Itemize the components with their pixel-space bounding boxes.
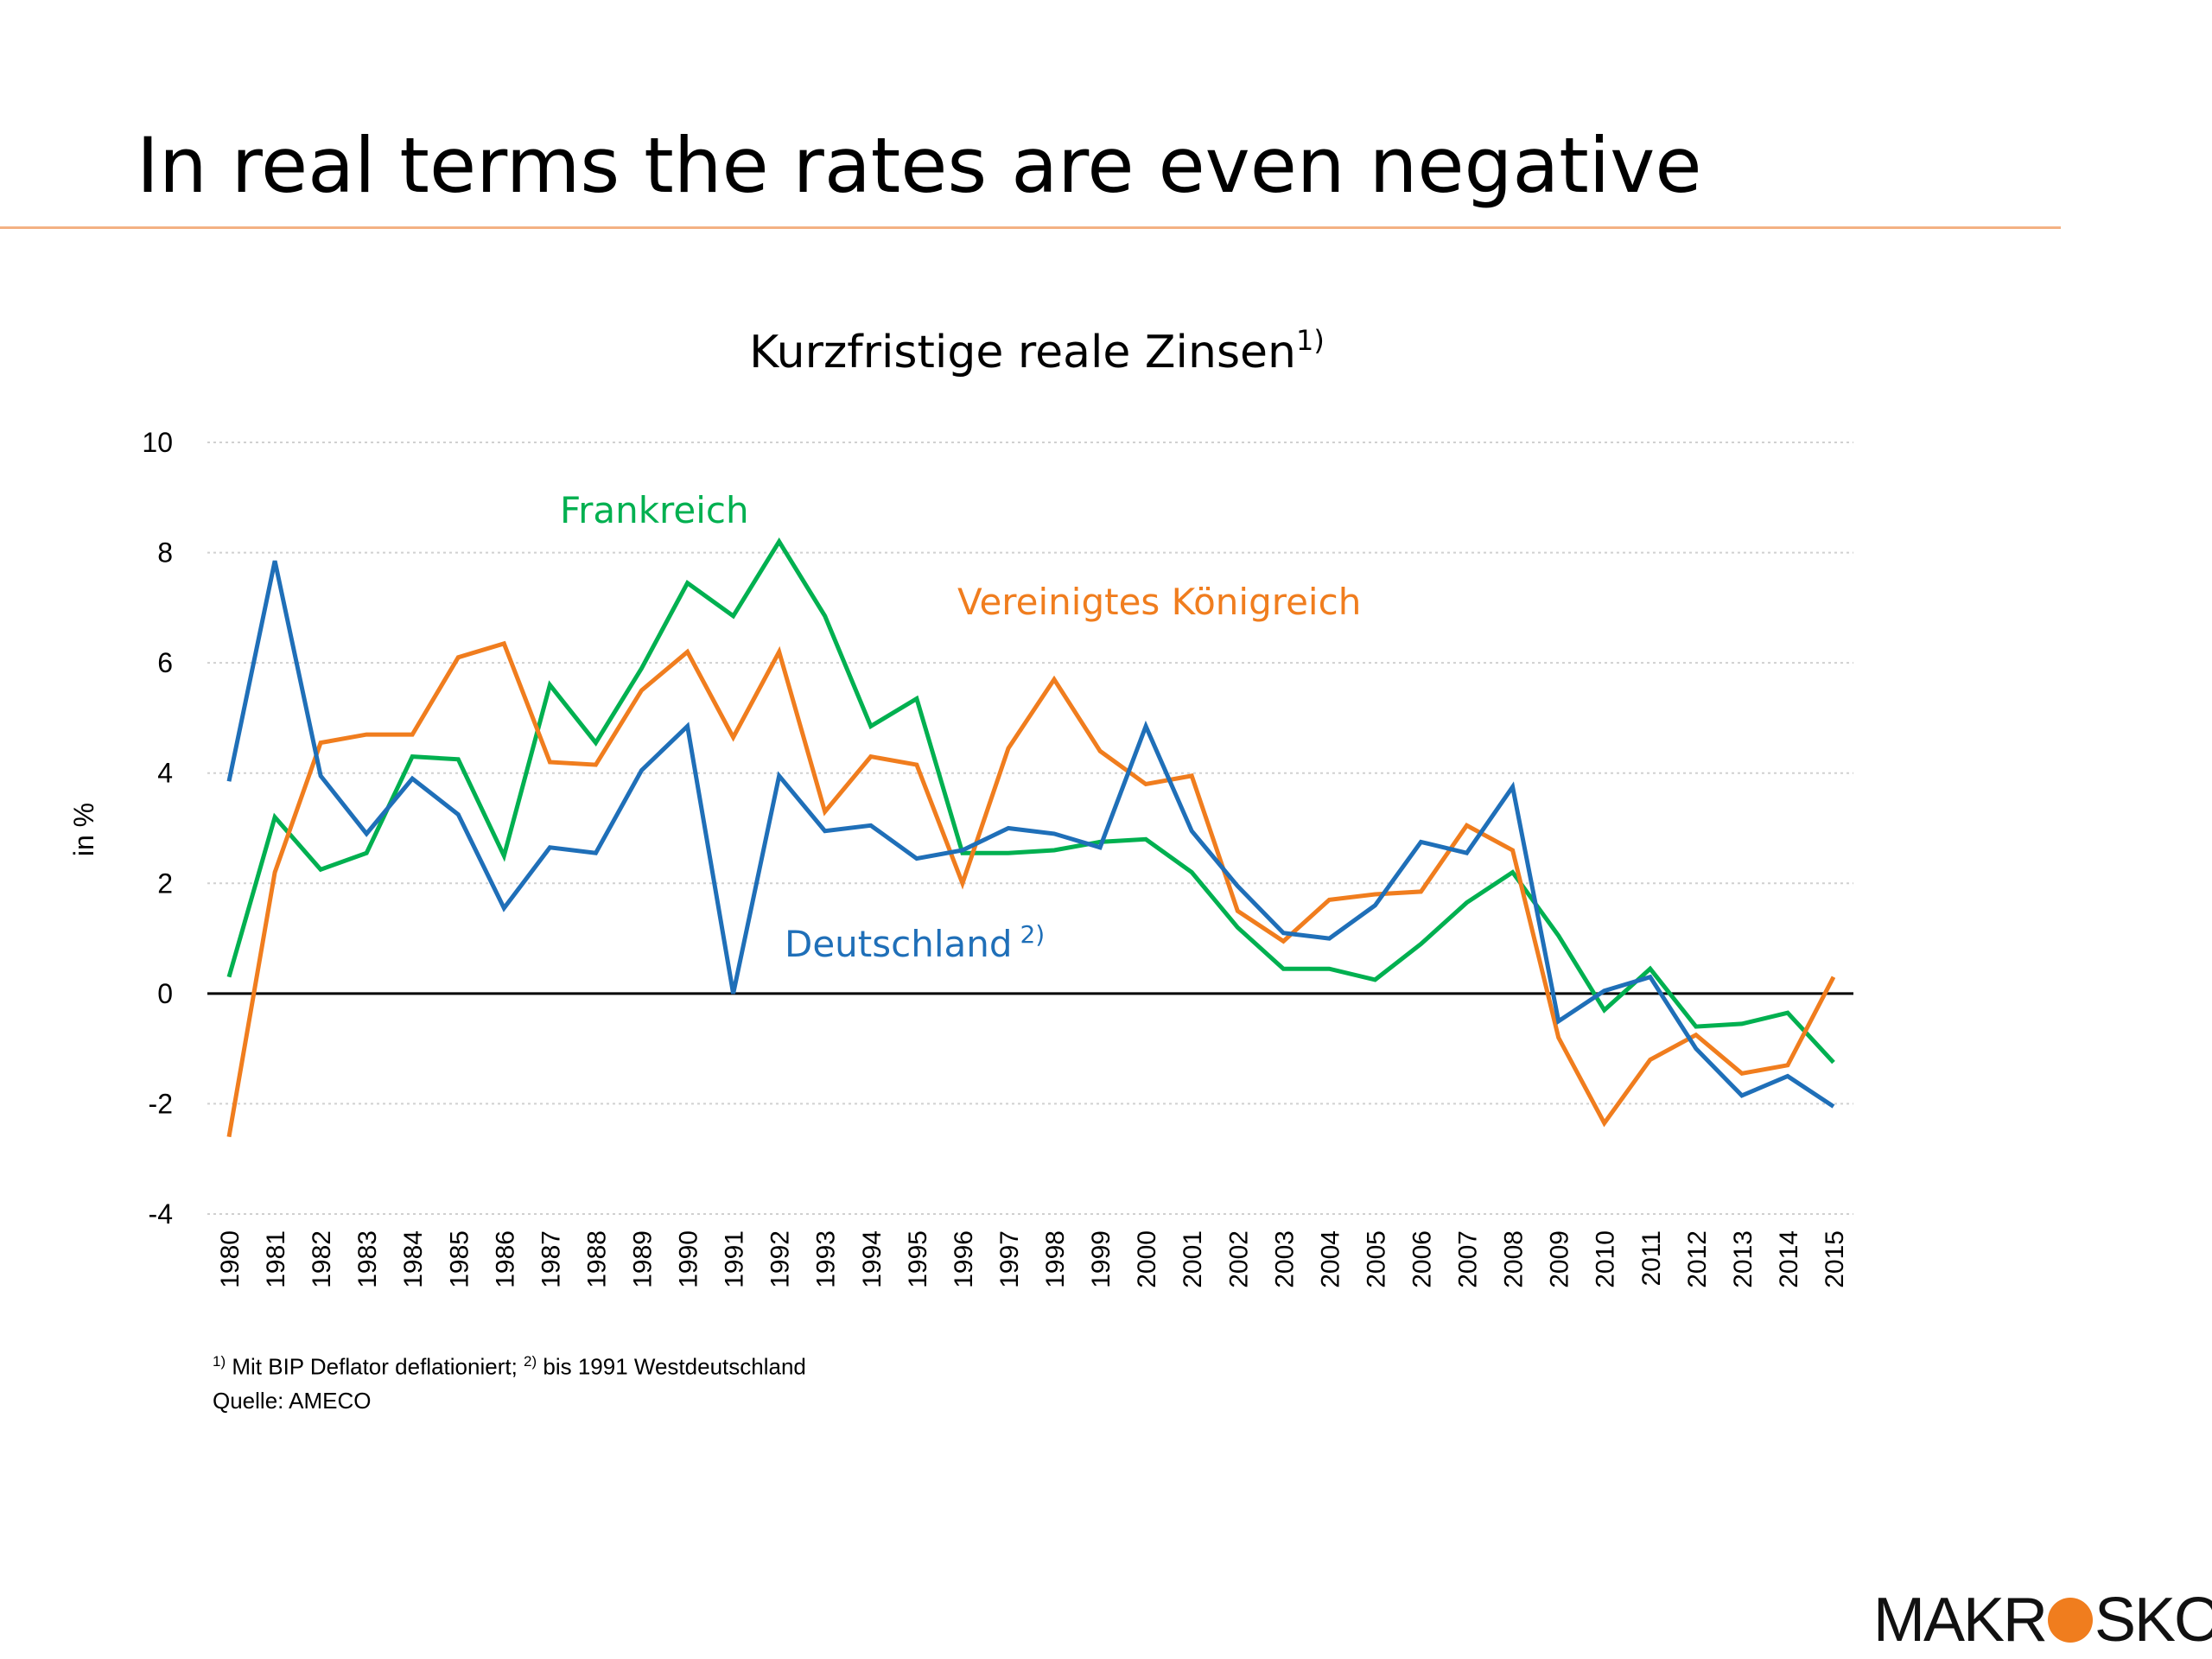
x-tick-label: 1987 <box>537 1230 565 1288</box>
y-tick-label: 6 <box>157 647 173 678</box>
x-tick-label: 1984 <box>399 1230 428 1288</box>
y-tick-label: 2 <box>157 868 173 899</box>
series-labels: Frankreich Vereinigtes Königreich Deutschl… <box>560 489 1361 965</box>
x-tick-label: 2012 <box>1683 1230 1712 1288</box>
x-tick-label: 2001 <box>1179 1230 1207 1288</box>
x-tick-label: 1998 <box>1041 1230 1070 1288</box>
x-tick-label: 2011 <box>1637 1230 1666 1287</box>
chart-title: Kurzfristige reale Zinsen1) <box>749 324 1325 378</box>
gridlines <box>207 442 1853 1214</box>
x-tick-label: 1996 <box>950 1230 978 1288</box>
series-label-frankreich: Frankreich <box>560 489 749 531</box>
x-tick-label: 2015 <box>1821 1230 1849 1288</box>
x-tick-label: 1999 <box>1087 1230 1116 1288</box>
x-tick-label: 1990 <box>675 1230 703 1288</box>
x-tick-label: 1992 <box>766 1230 795 1288</box>
x-tick-label: 1988 <box>582 1230 611 1288</box>
y-tick-label: -4 <box>149 1198 173 1230</box>
x-tick-labels: 1980 1981 1982 1983 1984 1985 1986 1987 1988 1989… <box>216 1230 1849 1288</box>
series-line-deutschland <box>229 561 1834 1107</box>
x-tick-label: 1981 <box>262 1230 290 1288</box>
series-lines <box>229 542 1834 1137</box>
x-tick-label: 2000 <box>1133 1230 1161 1288</box>
x-tick-label: 1986 <box>491 1230 519 1288</box>
footnote-line-1: 1) Mit BIP Deflator deflationiert; 2) bi… <box>213 1353 806 1381</box>
x-tick-label: 2004 <box>1316 1230 1344 1288</box>
x-tick-label: 2009 <box>1546 1230 1574 1288</box>
x-tick-label: 1982 <box>308 1230 336 1288</box>
x-tick-label: 1995 <box>904 1230 932 1288</box>
x-tick-label: 2003 <box>1270 1230 1299 1288</box>
x-tick-label: 1985 <box>445 1230 474 1288</box>
y-tick-label: -2 <box>149 1088 173 1119</box>
logo-dot <box>2048 1598 2093 1643</box>
y-tick-label: 0 <box>157 978 173 1009</box>
y-tick-labels: -4 -2 0 2 4 6 8 10 <box>142 427 173 1230</box>
x-tick-label: 2007 <box>1454 1230 1483 1288</box>
x-tick-label: 2008 <box>1500 1230 1529 1288</box>
x-tick-label: 1993 <box>812 1230 841 1288</box>
x-tick-label: 2013 <box>1729 1230 1758 1288</box>
x-tick-label: 1997 <box>995 1230 1024 1288</box>
x-tick-label: 2006 <box>1408 1230 1436 1288</box>
series-label-vereinigtes-königreich: Vereinigtes Königreich <box>957 581 1361 623</box>
x-tick-label: 1980 <box>216 1230 245 1288</box>
makroskop-logo: MAKR SKOP <box>1873 1585 2212 1656</box>
y-axis-label: in % <box>68 803 99 856</box>
y-tick-label: 8 <box>157 537 173 569</box>
footnote-source: Quelle: AMECO <box>213 1388 372 1414</box>
y-tick-label: 4 <box>157 758 173 789</box>
x-tick-label: 1989 <box>629 1230 658 1288</box>
x-tick-label: 2014 <box>1775 1230 1803 1288</box>
chart-title-superscript: 1) <box>1296 324 1325 357</box>
x-tick-label: 2005 <box>1362 1230 1390 1288</box>
x-tick-label: 2002 <box>1224 1230 1253 1288</box>
logo-text-right: SKOP <box>2094 1585 2212 1656</box>
x-tick-label: 1983 <box>353 1230 382 1288</box>
x-tick-label: 1991 <box>721 1230 749 1288</box>
series-label-deutschland: Deutschland 2) <box>785 920 1045 965</box>
x-tick-label: 1994 <box>858 1230 887 1288</box>
logo-text-left: MAKR <box>1873 1585 2046 1656</box>
y-tick-label: 10 <box>142 427 173 458</box>
x-tick-label: 2010 <box>1592 1230 1620 1288</box>
series-line-vereinigtes-königreich <box>229 644 1834 1137</box>
